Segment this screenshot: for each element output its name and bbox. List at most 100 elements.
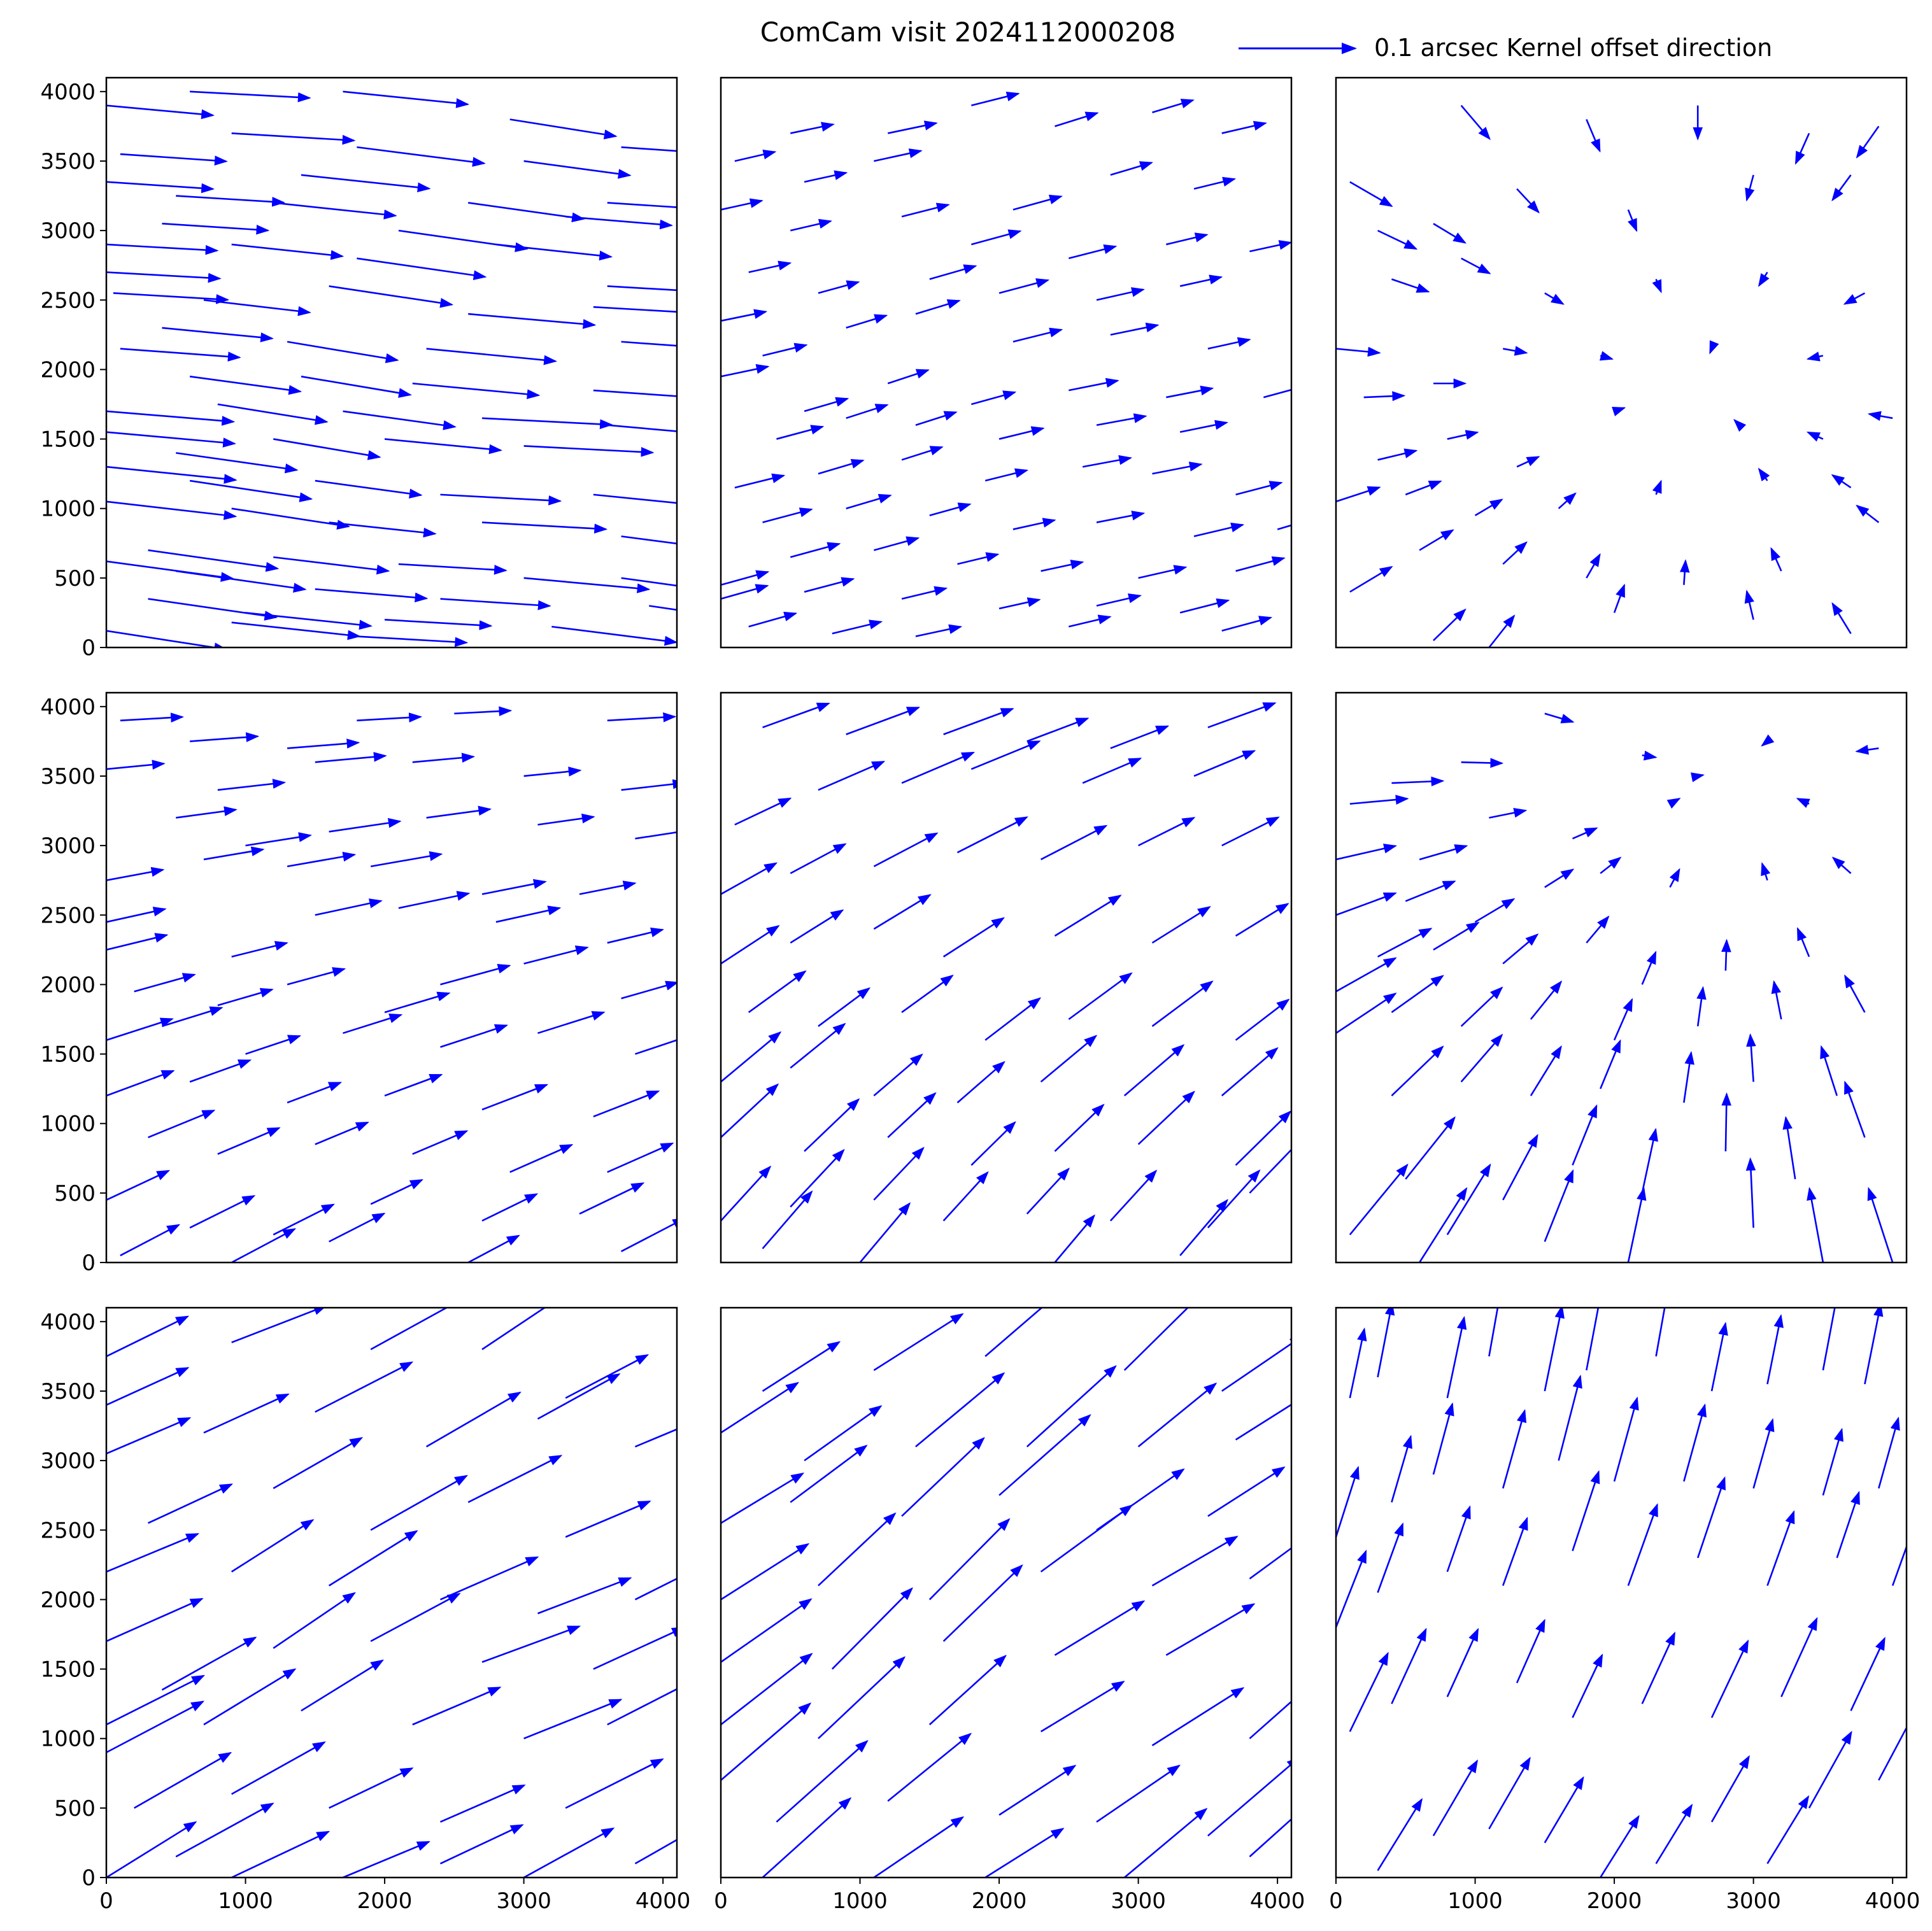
quiver-arrow <box>1235 903 1289 937</box>
quiver-arrow <box>231 1830 330 1878</box>
quiver-arrow <box>203 846 265 861</box>
quiver-arrow <box>1836 1490 1860 1559</box>
quiver-arrow <box>1207 1169 1261 1229</box>
panel-r2c0: 0 500 1000 1500 2000 2500 3000 3500 4000 0 1000 200… <box>40 1306 690 1914</box>
quiver-arrow <box>846 707 921 735</box>
quiver-arrow <box>1336 346 1381 357</box>
y-tick-label: 4000 <box>40 695 96 720</box>
quiver-arrow <box>901 751 976 784</box>
y-tick-label: 0 <box>82 1250 96 1276</box>
quiver-arrow <box>1558 492 1577 509</box>
quiver-arrow <box>1179 420 1228 433</box>
quiver-arrow <box>1446 1505 1471 1573</box>
quiver-arrow <box>593 389 677 397</box>
quiver-arrow <box>984 1308 1043 1357</box>
quiver-arrow <box>106 1821 197 1878</box>
quiver-arrow <box>818 761 886 791</box>
quiver-arrow <box>1249 1136 1291 1194</box>
quiver-arrow <box>245 612 373 630</box>
quiver-arrow <box>537 1373 621 1420</box>
quiver-arrow <box>1752 1418 1775 1489</box>
quiver-arrow <box>481 417 613 430</box>
quiver-arrow <box>1655 1804 1693 1864</box>
quiver-arrow <box>1336 486 1381 503</box>
quiver-arrow <box>1652 479 1662 495</box>
quiver-arrow <box>384 991 451 1014</box>
quiver-arrow <box>384 1073 443 1097</box>
quiver-arrow <box>593 493 677 504</box>
quiver-arrow <box>1363 391 1406 402</box>
quiver-arrow <box>273 202 397 220</box>
arrow-group <box>106 1308 677 1878</box>
quiver-arrow <box>1794 132 1810 165</box>
quiver-arrow <box>1850 1636 1886 1711</box>
quiver-arrow <box>113 292 230 304</box>
y-tick-label: 2500 <box>40 288 96 313</box>
quiver-arrow <box>106 465 238 484</box>
quiver-arrow <box>203 1393 290 1434</box>
quiver-arrow <box>1179 274 1223 287</box>
quiver-arrow <box>106 866 165 881</box>
quiver-arrow <box>1460 104 1491 141</box>
quiver-arrow <box>481 1308 546 1350</box>
quiver-arrow <box>481 1193 539 1222</box>
quiver-arrow <box>915 411 958 426</box>
quiver-arrow <box>762 1341 841 1392</box>
quiver-arrow <box>1599 351 1614 361</box>
quiver-arrow <box>1461 257 1491 274</box>
quiver-arrow <box>1855 744 1879 755</box>
quiver-arrow <box>412 1687 502 1726</box>
quiver-arrow <box>1600 1039 1621 1089</box>
quiver-arrow <box>579 881 637 895</box>
quiver-arrow <box>607 202 677 208</box>
quiver-arrow <box>1613 998 1633 1041</box>
quiver-arrow <box>762 343 808 357</box>
quiver-arrow <box>721 1472 805 1524</box>
quiver-arrow <box>1856 504 1880 523</box>
quiver-arrow <box>440 1024 509 1048</box>
quiver-arrow <box>1613 583 1626 613</box>
y-tick-label: 2500 <box>40 1518 96 1543</box>
quiver-arrow <box>1068 972 1133 1021</box>
quiver-arrow <box>106 560 234 582</box>
quiver-arrow <box>874 148 923 162</box>
quiver-arrow <box>217 779 287 791</box>
quiver-arrow <box>1831 474 1852 489</box>
quiver-arrow <box>1082 455 1133 468</box>
axes-frame <box>1335 691 1908 1264</box>
quiver-arrow <box>1447 430 1479 440</box>
quiver-arrow <box>1516 456 1540 468</box>
quiver-arrow <box>1110 322 1160 336</box>
quiver-arrow <box>1641 951 1657 985</box>
y-tick-label: 0 <box>82 1865 96 1891</box>
quiver-arrow <box>1460 986 1503 1027</box>
quiver-arrow <box>790 1149 845 1208</box>
quiver-arrow <box>1207 1757 1291 1837</box>
quiver-arrow <box>1349 1163 1409 1236</box>
quiver-arrow <box>1235 1403 1291 1441</box>
quiver-arrow <box>370 1593 461 1643</box>
axes-frame <box>105 76 678 649</box>
quiver-arrow <box>1761 862 1771 881</box>
quiver-arrow <box>537 1577 632 1615</box>
quiver-arrow <box>607 1142 674 1173</box>
quiver-arrow <box>231 940 288 958</box>
quiver-arrow <box>607 285 677 292</box>
quiver-arrow <box>1151 1536 1239 1587</box>
quiver-arrow <box>273 438 381 460</box>
quiver-arrow <box>1502 1133 1538 1201</box>
quiver-arrow <box>134 1751 232 1809</box>
quiver-arrow <box>1137 1382 1218 1448</box>
quiver-arrow <box>1012 518 1056 530</box>
quiver-arrow <box>1152 99 1195 113</box>
y-tick-label: 3500 <box>40 1379 96 1404</box>
quiver-arrow <box>329 1212 386 1243</box>
quiver-arrow <box>315 1361 414 1413</box>
quiver-arrow <box>551 625 677 646</box>
quiver-arrow <box>1530 980 1563 1020</box>
quiver-arrow <box>1026 1167 1070 1215</box>
y-tick-label: 1500 <box>40 1042 96 1068</box>
y-tick-label: 1000 <box>40 1727 96 1752</box>
quiver-arrow <box>357 257 487 280</box>
quiver-arrow <box>579 1182 645 1215</box>
